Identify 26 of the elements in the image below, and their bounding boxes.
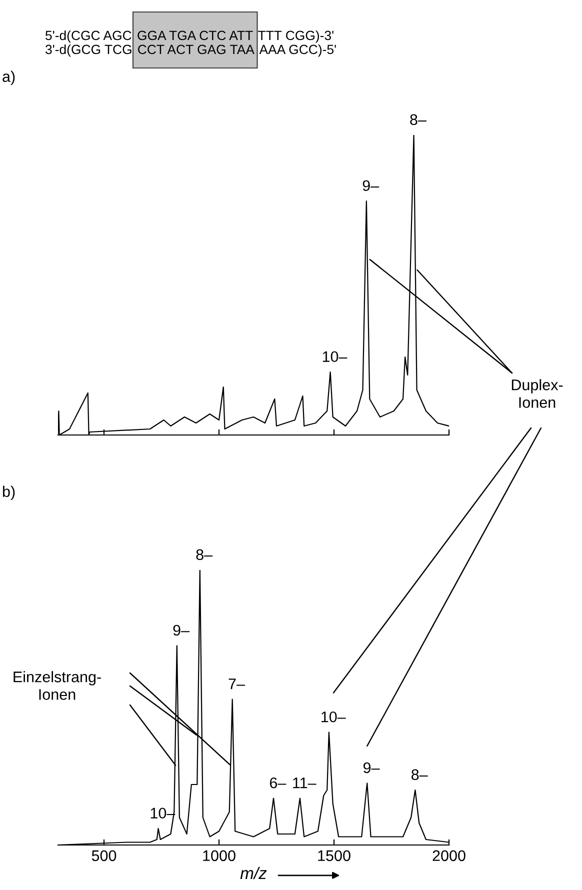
text: CCT ACT GAG TAA (138, 44, 254, 54)
x-tick-label: 1000 (203, 850, 236, 862)
x-tick-label: 1500 (318, 850, 350, 862)
annotation: 9– (364, 762, 380, 774)
annotation: 9– (173, 624, 190, 636)
annotation: Einzelstrang- Ionen (14, 671, 101, 700)
x-tick-label: 2000 (432, 850, 466, 862)
text: 5'-d(CGC AGC (46, 30, 132, 43)
x-axis-title: m/z (240, 866, 267, 880)
annotation: 8– (196, 549, 213, 560)
annotation: 10– (322, 351, 348, 362)
text: GGA TGA CTC ATT (138, 30, 253, 40)
annotation: 6– (270, 777, 286, 788)
annotation: 7– (228, 678, 245, 690)
text: AAA GCC)-5' (259, 44, 336, 57)
annotation: 11– (293, 778, 316, 788)
annotation: 9– (362, 180, 380, 192)
text: Duplex- Ionen (512, 379, 563, 408)
annotation: 8– (410, 114, 426, 126)
annotation: 10– (322, 711, 346, 722)
x-tick-label: 500 (92, 850, 116, 862)
chart-title: a) (2, 70, 15, 85)
annotation: 8– (412, 769, 428, 780)
text: 3'-d(GCG TCG (46, 44, 132, 57)
chart-title: b) (2, 486, 15, 500)
text: TTT CGG)-3' (258, 30, 334, 43)
